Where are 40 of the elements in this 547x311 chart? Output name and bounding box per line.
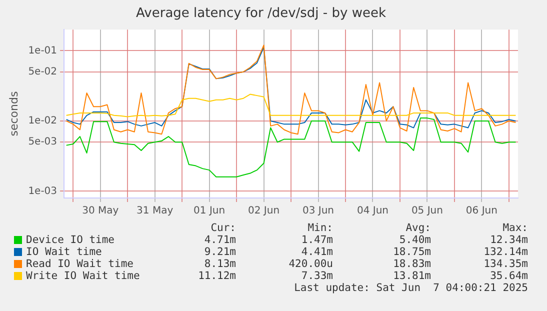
text: Avg: (406, 222, 431, 234)
text: Min: (308, 222, 333, 234)
legend-label: Read IO Wait time (26, 258, 134, 270)
text: 1.47m (301, 234, 333, 246)
x-tick-label: 30 May (82, 206, 119, 217)
y-tick-label: 1e-02 (28, 116, 58, 127)
x-tick-label: 31 May (136, 206, 174, 217)
text: 11.12m (198, 270, 236, 282)
x-tick-label: 06 Jun (466, 206, 498, 217)
x-tick-label: 01 Jun (194, 206, 226, 217)
legend-label: Write IO Wait time (26, 270, 140, 282)
text: 7.33m (301, 270, 333, 282)
text: 13.81m (393, 270, 431, 282)
text: Last update: Sat Jun 7 04:00:21 2025 (294, 282, 528, 294)
chart-title: Average latency for /dev/sdj - by week (136, 6, 386, 22)
text: 5.40m (399, 234, 431, 246)
x-tick-label: 03 Jun (302, 206, 334, 217)
text: 134.35m (484, 258, 528, 270)
text: Cur: (210, 222, 236, 234)
text: Max: (502, 222, 528, 234)
text: 12.34m (490, 234, 528, 246)
text: 18.83m (393, 258, 431, 270)
text: 18.75m (393, 246, 431, 258)
legend-label: Device IO time (26, 234, 115, 246)
x-tick-label: 02 Jun (248, 206, 280, 217)
text: 9.21m (204, 246, 236, 258)
y-tick-label: 5e-02 (28, 66, 58, 78)
x-tick-label: 05 Jun (411, 206, 443, 217)
text: 8.13m (204, 258, 236, 270)
y-tick-label: 1e-03 (28, 186, 58, 197)
x-tick-label: 04 Jun (356, 206, 388, 217)
text: 132.14m (484, 246, 528, 258)
text: 4.71m (204, 234, 236, 246)
y-axis-title: seconds (7, 91, 20, 136)
text: 35.64m (490, 270, 528, 282)
text: 4.41m (301, 246, 333, 258)
y-tick-label: 1e-01 (28, 45, 58, 56)
text: 420.00u (288, 258, 333, 270)
legend-label: IO Wait time (26, 246, 102, 258)
y-tick-label: 5e-03 (28, 136, 58, 148)
